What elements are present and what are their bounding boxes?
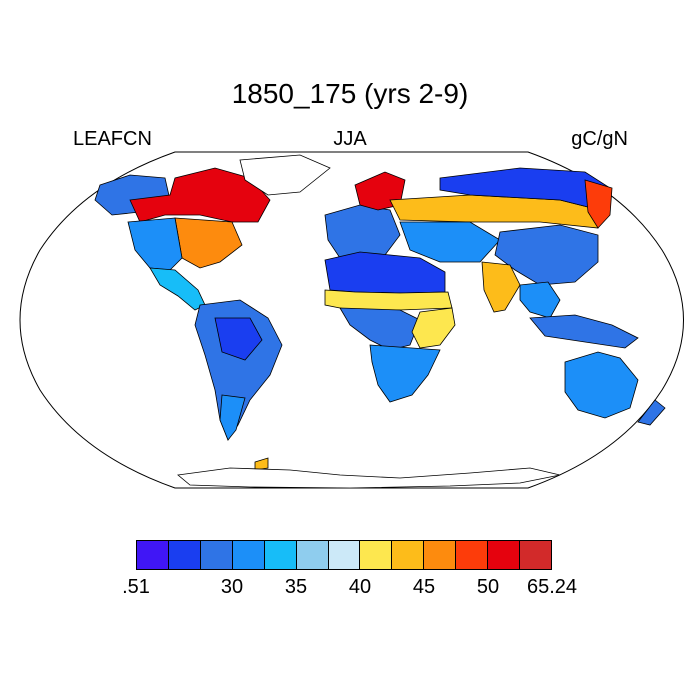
colorbar-swatch <box>296 541 329 569</box>
region-southern-africa <box>369 344 441 403</box>
region-india <box>481 261 521 313</box>
region-east-africa <box>411 307 456 349</box>
region-amazon <box>214 317 263 361</box>
antarctica-outline <box>177 467 561 489</box>
colorbar-swatch <box>360 541 393 569</box>
region-sahel <box>324 289 453 311</box>
colorbar-swatch <box>488 541 521 569</box>
region-central-asia <box>399 221 501 263</box>
variable-label: LEAFCN <box>73 128 152 150</box>
colorbar-tick-label: .51 <box>122 576 150 598</box>
greenland-outline <box>239 154 331 196</box>
colorbar-tick-label: 50 <box>476 576 500 598</box>
region-canada <box>129 167 271 223</box>
colorbar-swatch <box>264 541 297 569</box>
units-label: gC/gN <box>571 128 628 150</box>
colorbar-tick-label: 40 <box>348 576 372 598</box>
season-label: JJA <box>333 128 367 150</box>
map-title: 1850_175 (yrs 2-9) <box>231 78 469 109</box>
region-far-east-russia <box>584 179 613 229</box>
region-antarctic-peninsula <box>254 457 269 471</box>
colorbar-tick-label: 45 <box>412 576 436 598</box>
region-indonesia <box>529 314 639 349</box>
colorbar-tick-label: 30 <box>220 576 244 598</box>
colorbar-tick-label: 35 <box>284 576 308 598</box>
colorbar-swatch <box>168 541 201 569</box>
colorbar-swatch <box>232 541 265 569</box>
region-south-america <box>194 299 283 441</box>
region-australia <box>564 351 639 419</box>
colorbar-swatch <box>200 541 233 569</box>
colorbar-tick-label: 65.24 <box>526 576 578 598</box>
colorbar-swatch <box>424 541 457 569</box>
colorbar-swatch <box>520 541 551 569</box>
colorbar-swatch <box>328 541 361 569</box>
region-new-zealand <box>637 399 666 426</box>
region-china <box>494 224 599 286</box>
region-southern-south-america <box>219 394 246 441</box>
colorbar-swatch <box>392 541 425 569</box>
colorbar-swatch <box>137 541 169 569</box>
colorbar <box>136 540 552 570</box>
colorbar-swatch <box>456 541 489 569</box>
